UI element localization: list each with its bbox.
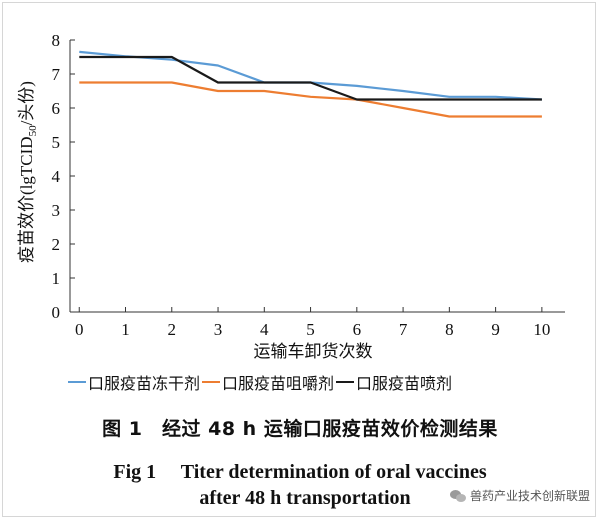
y-tick-label: 4 bbox=[52, 167, 61, 186]
series-line-2 bbox=[79, 55, 542, 101]
x-tick-label: 4 bbox=[260, 320, 269, 339]
y-tick-label: 2 bbox=[52, 235, 61, 254]
x-tick-label: 8 bbox=[445, 320, 454, 339]
legend-label-spray: 口服疫苗喷剂 bbox=[356, 374, 453, 393]
y-tick-label: 8 bbox=[52, 31, 61, 50]
legend-swatch-spray bbox=[336, 381, 355, 383]
chart-series bbox=[79, 50, 542, 118]
legend-label-lyophilized: 口服疫苗冻干剂 bbox=[88, 374, 201, 393]
x-axis-label: 运输车卸货次数 bbox=[254, 342, 373, 362]
legend-item-spray: 口服疫苗喷剂 bbox=[336, 370, 452, 394]
x-tick-label: 7 bbox=[399, 320, 408, 339]
legend-label-chewable: 口服疫苗咀嚼剂 bbox=[222, 374, 335, 393]
y-tick-label: 3 bbox=[52, 201, 61, 220]
figure-caption-en-line1: Fig 1 Titer determination of oral vaccin… bbox=[113, 461, 487, 483]
x-tick-label: 5 bbox=[306, 320, 315, 339]
x-tick-label: 1 bbox=[121, 320, 130, 339]
watermark-text: 兽药产业技术创新联盟 bbox=[469, 489, 590, 503]
legend-item-lyophilized: 口服疫苗冻干剂 bbox=[68, 370, 200, 394]
legend-item-chewable: 口服疫苗咀嚼剂 bbox=[202, 370, 334, 394]
wechat-icon bbox=[449, 489, 466, 503]
y-axis-label: 疫苗效价(lgTCID50/头份) bbox=[17, 81, 39, 263]
legend-swatch-lyophilized bbox=[68, 381, 86, 383]
y-tick-label: 6 bbox=[52, 99, 61, 118]
y-tick-label: 5 bbox=[52, 133, 61, 152]
series-line-1 bbox=[79, 81, 542, 118]
figure-frame bbox=[2, 2, 596, 517]
series-line-0 bbox=[79, 50, 542, 101]
x-tick-label: 6 bbox=[353, 320, 362, 339]
chart-axes: 0 1 2 3 4 5 6 7 8 0 1 2 3 4 5 6 7 8 9 10 bbox=[52, 31, 565, 339]
x-tick-label: 2 bbox=[168, 320, 177, 339]
y-tick-label: 7 bbox=[52, 65, 61, 84]
watermark: 兽药产业技术创新联盟 bbox=[449, 487, 590, 504]
figure-caption-cn: 图 1 经过 48 h 运输口服疫苗效价检测结果 bbox=[102, 418, 498, 440]
y-tick-label: 0 bbox=[52, 303, 61, 322]
legend-swatch-chewable bbox=[202, 381, 221, 383]
x-tick-label: 9 bbox=[491, 320, 500, 339]
y-tick-label: 1 bbox=[52, 269, 61, 288]
figure-caption-en-line2: after 48 h transportation bbox=[199, 487, 411, 509]
chart-legend: 口服疫苗冻干剂 口服疫苗咀嚼剂 口服疫苗喷剂 bbox=[68, 370, 588, 394]
x-tick-label: 3 bbox=[214, 320, 223, 339]
x-tick-label: 0 bbox=[75, 320, 84, 339]
x-tick-label: 10 bbox=[533, 320, 550, 339]
